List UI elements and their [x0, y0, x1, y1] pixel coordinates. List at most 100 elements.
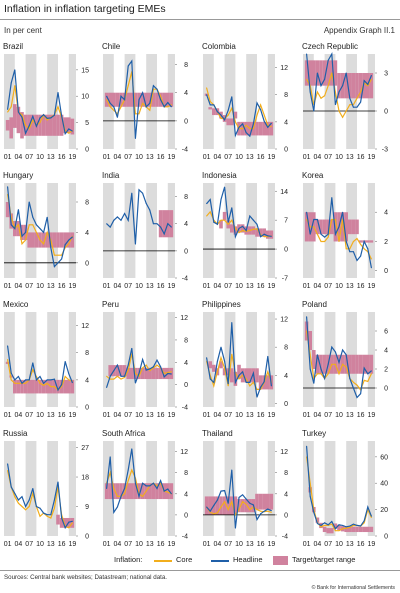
- point-headline: [134, 382, 136, 384]
- x-tick-label: 10: [335, 412, 343, 419]
- target-band: [222, 368, 227, 376]
- target-band: [240, 224, 245, 233]
- point-core: [53, 386, 55, 388]
- target-band: [27, 232, 31, 248]
- panel-shade: [68, 441, 76, 536]
- point-headline: [71, 382, 73, 384]
- point-headline: [356, 106, 358, 108]
- point-headline: [313, 110, 315, 112]
- point-headline: [61, 384, 63, 386]
- x-tick-label: 13: [146, 283, 154, 290]
- x-tick-label: 10: [36, 283, 44, 290]
- page-title: Inflation in inflation targeting EMEs: [4, 3, 166, 15]
- y-tick-label: 0: [384, 534, 388, 541]
- target-band: [155, 483, 159, 500]
- point-headline: [245, 230, 247, 231]
- x-tick-label: 07: [25, 283, 33, 290]
- target-band: [233, 226, 238, 235]
- point-core: [113, 488, 115, 489]
- point-core: [367, 380, 369, 382]
- x-tick-label: 07: [25, 541, 33, 548]
- target-band: [366, 526, 370, 533]
- target-band: [158, 483, 163, 500]
- x-tick-label: 04: [114, 283, 122, 290]
- target-band: [162, 92, 166, 107]
- x-tick-label: 16: [157, 283, 165, 290]
- x-tick-label: 10: [135, 154, 143, 161]
- point-headline: [256, 396, 258, 398]
- target-band: [13, 379, 17, 394]
- y-tick-label: 14: [280, 189, 288, 196]
- target-band: [151, 367, 156, 380]
- point-core: [227, 114, 229, 116]
- point-headline: [338, 524, 340, 526]
- x-tick-label: 04: [214, 541, 222, 548]
- point-headline: [216, 499, 218, 501]
- point-core: [25, 124, 27, 126]
- point-headline: [267, 235, 269, 237]
- point-core: [106, 99, 108, 101]
- x-tick-label: 10: [135, 283, 143, 290]
- point-core: [252, 381, 254, 383]
- panel-shade: [346, 441, 357, 536]
- point-headline: [345, 526, 347, 528]
- point-core: [334, 363, 336, 365]
- point-headline: [216, 111, 218, 113]
- target-band: [56, 379, 60, 394]
- x-tick-label: 13: [346, 412, 354, 419]
- y-tick-label: -3: [382, 147, 388, 154]
- x-tick-label: 13: [146, 412, 154, 419]
- point-headline: [313, 382, 315, 384]
- x-tick-label: 16: [58, 283, 66, 290]
- point-core: [242, 501, 244, 503]
- point-headline: [256, 519, 258, 521]
- point-headline: [50, 379, 52, 381]
- y-tick-label: 12: [81, 323, 89, 330]
- point-core: [7, 111, 9, 113]
- x-tick-label: 13: [47, 154, 55, 161]
- panel-shade: [267, 54, 275, 149]
- point-headline: [17, 375, 19, 377]
- point-headline: [134, 243, 136, 245]
- point-core: [28, 506, 30, 508]
- point-core: [32, 369, 34, 371]
- point-headline: [260, 109, 262, 111]
- point-core: [220, 357, 222, 359]
- panel-shade: [246, 441, 257, 536]
- point-core: [334, 530, 336, 532]
- point-headline: [316, 354, 318, 356]
- target-band: [5, 202, 10, 218]
- point-core: [256, 228, 258, 230]
- point-headline: [263, 120, 265, 122]
- point-core: [7, 469, 9, 471]
- panel-shade: [203, 183, 214, 278]
- point-headline: [152, 223, 154, 225]
- panel-shade: [47, 54, 58, 149]
- x-tick-label: 07: [324, 412, 332, 419]
- point-headline: [267, 126, 269, 128]
- point-headline: [61, 258, 63, 260]
- point-headline: [245, 498, 247, 500]
- point-headline: [342, 211, 344, 213]
- x-tick-label: 10: [235, 412, 243, 419]
- y-tick-label: 0: [184, 118, 188, 125]
- panel-shade: [25, 54, 37, 149]
- target-band: [219, 220, 223, 229]
- point-headline: [131, 192, 133, 194]
- point-headline: [224, 490, 226, 492]
- point-headline: [342, 524, 344, 526]
- target-band: [322, 60, 327, 86]
- x-tick-label: 07: [124, 154, 132, 161]
- point-core: [342, 219, 344, 221]
- point-core: [256, 509, 258, 511]
- y-tick-label: -4: [182, 147, 188, 154]
- target-band: [269, 493, 274, 510]
- point-headline: [14, 228, 16, 230]
- point-headline: [39, 375, 41, 377]
- target-band: [358, 526, 363, 533]
- panel-poland: Poland 01 04 07 10 13 16 19 0 2 4 6: [302, 300, 388, 419]
- point-core: [227, 509, 229, 511]
- y-tick-label: 4: [384, 348, 388, 355]
- x-tick-label: 10: [335, 283, 343, 290]
- point-core: [46, 382, 48, 384]
